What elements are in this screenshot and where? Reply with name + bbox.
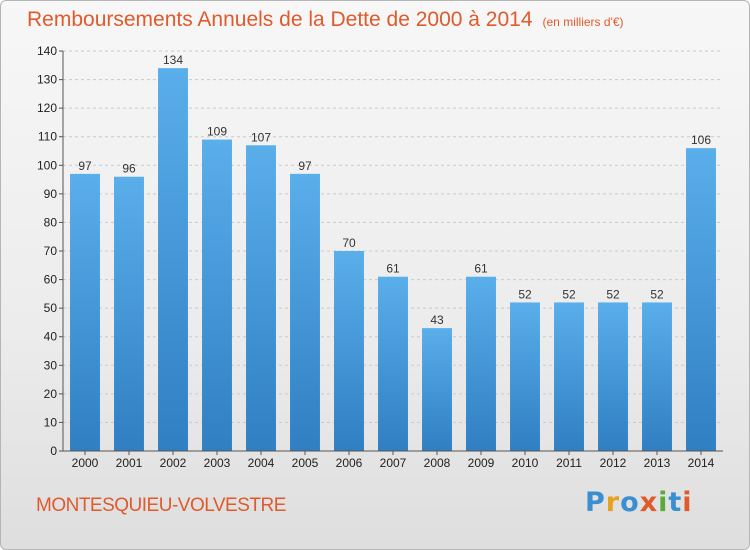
bar [598, 302, 628, 451]
y-tick-label: 130 [37, 73, 57, 87]
data-label: 52 [518, 287, 532, 301]
x-tick-label: 2003 [204, 456, 231, 470]
y-tick-label: 0 [50, 444, 57, 458]
y-tick-label: 120 [37, 101, 57, 115]
bar [422, 328, 452, 451]
logo-letter: P [585, 487, 606, 518]
x-tick-label: 2001 [116, 456, 143, 470]
data-label: 134 [163, 53, 183, 67]
logo-letter: i [682, 487, 693, 518]
chart-title: Remboursements Annuels de la Dette de 20… [27, 8, 624, 32]
data-label: 97 [298, 159, 312, 173]
data-label: 97 [78, 159, 92, 173]
data-label: 61 [386, 262, 400, 276]
y-tick-label: 100 [37, 158, 57, 172]
bar [202, 139, 232, 452]
x-tick-label: 2008 [424, 456, 451, 470]
y-tick-label: 110 [38, 130, 57, 144]
y-tick-label: 140 [37, 44, 57, 58]
x-tick-label: 2014 [688, 456, 715, 470]
bar [378, 276, 408, 451]
logo-letter: o [620, 487, 640, 518]
x-tick-label: 2002 [160, 456, 187, 470]
y-tick-label: 40 [44, 330, 58, 344]
x-tick-label: 2006 [336, 456, 363, 470]
logo-letter: t [668, 487, 683, 518]
y-tick-label: 80 [44, 215, 58, 229]
data-label: 109 [207, 125, 227, 139]
x-tick-label: 2010 [512, 456, 539, 470]
y-tick-label: 50 [44, 301, 58, 315]
x-tick-label: 2000 [72, 456, 99, 470]
logo-letter: i [658, 487, 669, 518]
data-label: 70 [342, 236, 356, 250]
logo-letter: r [605, 487, 621, 518]
bar [158, 68, 188, 452]
y-tick-label: 30 [44, 358, 58, 372]
data-label: 61 [474, 262, 488, 276]
bar [642, 302, 672, 451]
data-label: 43 [430, 313, 444, 327]
data-label: 107 [251, 130, 271, 144]
x-tick-label: 2013 [644, 456, 671, 470]
x-tick-label: 2009 [468, 456, 495, 470]
x-tick-label: 2011 [556, 456, 582, 470]
x-tick-label: 2007 [380, 456, 407, 470]
bar [114, 176, 144, 451]
data-label: 52 [562, 287, 576, 301]
y-tick-label: 20 [44, 387, 58, 401]
data-label: 52 [606, 287, 620, 301]
data-label: 52 [650, 287, 664, 301]
title-text: Remboursements Annuels de la Dette de 20… [27, 8, 533, 31]
bar [466, 276, 496, 451]
bar [554, 302, 584, 451]
data-label: 96 [122, 162, 136, 176]
logo-letter: x [639, 487, 659, 518]
bar [70, 173, 100, 451]
bar [510, 302, 540, 451]
data-label: 106 [691, 133, 711, 147]
bar [686, 148, 716, 451]
bar [246, 145, 276, 452]
place-name: MONTESQUIEU-VOLVESTRE [36, 495, 286, 516]
bar [334, 251, 364, 451]
bar [290, 173, 320, 451]
unit-note: (en milliers d'€) [542, 15, 624, 29]
x-tick-label: 2004 [248, 456, 275, 470]
y-tick-label: 70 [44, 244, 58, 258]
y-tick-label: 60 [44, 273, 58, 287]
y-tick-label: 90 [44, 187, 58, 201]
proxiti-logo[interactable]: Proxiti [585, 487, 693, 518]
y-tick-label: 10 [44, 415, 58, 429]
x-tick-label: 2005 [292, 456, 319, 470]
x-tick-label: 2012 [600, 456, 627, 470]
